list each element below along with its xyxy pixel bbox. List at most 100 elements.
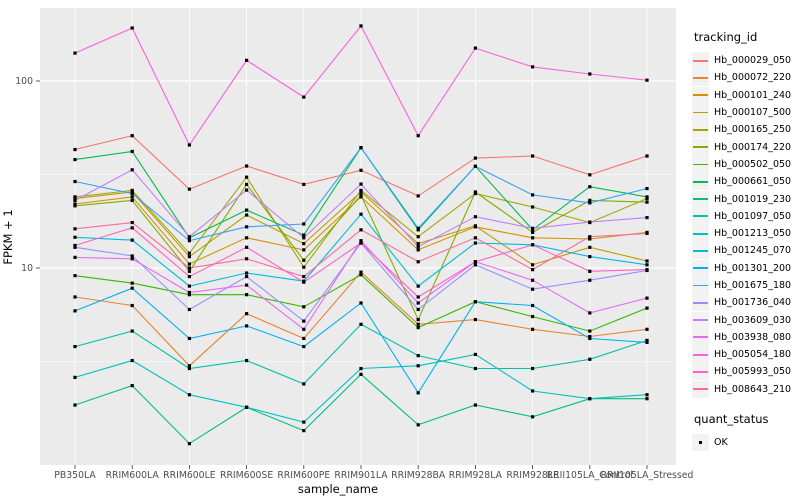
data-point [187,393,191,397]
y-tick-label: 10 [21,263,33,274]
data-point [245,312,249,316]
x-tick-label: RRIM600PE [277,470,330,481]
data-point [416,301,420,305]
data-point [73,197,77,201]
legend-key-swatch [692,104,709,122]
legend-line-icon [693,267,708,270]
data-point [473,317,477,322]
data-point [416,307,420,312]
data-point [645,154,649,158]
data-point [588,245,592,249]
legend-title-quant-status: quant_status [694,411,769,426]
data-point [245,271,249,275]
legend-item-label: Hb_001245_070 [714,245,792,257]
data-point [187,269,191,273]
legend-item: Hb_001675_180 [692,277,800,294]
data-point [245,58,249,62]
data-point [645,397,649,401]
data-point [245,358,249,363]
legend-key-swatch [692,52,709,70]
data-point [73,202,77,206]
legend-line-icon [693,111,708,114]
legend-item: Hb_001301_200 [692,259,800,277]
data-point [531,263,535,267]
x-axis-title: sample_name [297,482,379,496]
data-point [73,344,77,349]
data-point [187,255,191,259]
legend-key-swatch [692,380,709,398]
data-point [187,266,191,270]
data-point [588,201,592,205]
x-tick-label: RRIM928BA [391,470,446,481]
legend-item: Hb_001097_050 [692,207,800,225]
data-point [416,295,420,299]
legend-item-label: Hb_000174_220 [714,141,792,153]
legend-line-icon [693,371,708,373]
data-point [416,226,420,230]
x-tick-label: RRIM600LE [163,470,216,481]
x-tick-label: PB350LA [54,470,96,481]
legend-key-swatch [692,86,709,104]
data-point [73,179,77,184]
data-point [73,204,77,208]
data-point [73,147,77,152]
data-point [302,258,306,262]
data-point [588,311,592,315]
data-point [73,51,77,55]
data-point [531,287,535,291]
legend-line-icon [693,59,708,62]
data-point [130,303,134,308]
data-point [245,293,249,297]
data-point [130,195,134,199]
legend-key-swatch [692,346,709,364]
data-point [187,293,191,297]
data-point [187,366,191,371]
data-point [359,195,363,199]
data-point [645,78,649,82]
data-point [416,194,420,198]
x-tick-label: RRIM600SE [220,470,273,481]
data-point [473,352,477,357]
data-point [473,366,477,371]
legend-item: Hb_000072_220 [692,69,800,87]
data-point [416,391,420,395]
legend-item: Hb_000165_250 [692,121,800,139]
data-point [645,263,649,267]
data-point [416,260,420,264]
data-point [473,260,477,264]
data-point [359,228,363,232]
data-point [187,262,191,266]
data-point [302,274,306,279]
data-point [645,259,649,263]
data-point [588,220,592,224]
data-point [359,270,363,274]
data-point [531,65,535,69]
data-point [187,239,191,243]
legend-item-label: Hb_000029_050 [714,55,792,67]
legend-line-icon [693,146,708,149]
data-point [130,149,134,154]
data-point [645,200,649,204]
legend-item-label: Hb_005993_050 [714,366,792,378]
data-point [73,245,77,249]
data-point [473,236,477,240]
data-point [531,366,535,371]
legend-key-swatch [692,155,709,173]
data-point [531,236,535,240]
data-point [645,195,649,199]
data-point [187,290,191,295]
legend-key-swatch [692,225,709,243]
legend-key-swatch [692,190,709,208]
legend-entries: Hb_000029_050 Hb_000072_220 Hb_000101_240 H… [692,52,800,398]
legend-line-icon [693,353,708,356]
data-point [473,300,477,304]
legend-line-icon [693,215,708,218]
data-point [302,344,306,349]
data-point [245,236,249,240]
legend-item-label: Hb_001301_200 [714,262,792,274]
data-point [187,251,191,255]
data-point [416,364,420,368]
data-point [359,366,363,371]
data-point [473,46,477,50]
